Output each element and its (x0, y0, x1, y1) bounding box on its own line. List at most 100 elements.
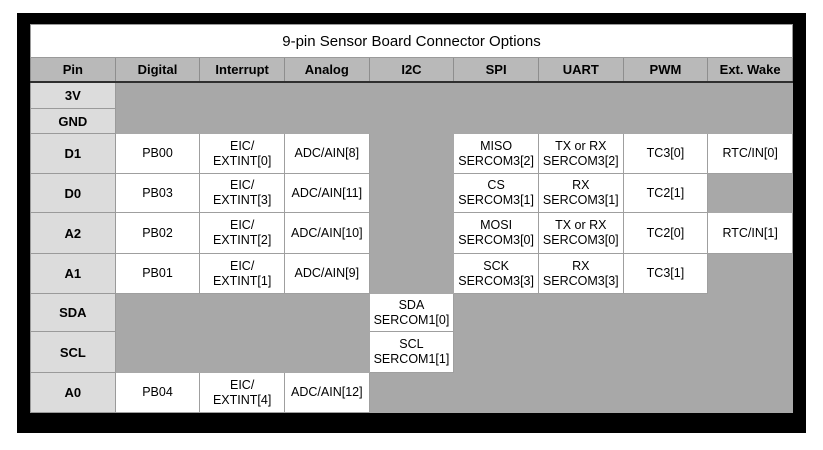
empty-cell-gnd-uart (537, 108, 624, 134)
pin-label-sda: SDA (30, 293, 116, 332)
cell-a1-analog: ADC/AIN[9] (283, 253, 370, 294)
column-header-analog: Analog (283, 57, 370, 83)
empty-cell-3v-spi (453, 81, 539, 109)
cell-d1-digital: PB00 (114, 133, 201, 174)
empty-cell-sda-pwm (622, 293, 709, 332)
empty-cell-scl-spi (453, 331, 539, 373)
table-row-scl: SCL SCL SERCOM1[1] (30, 331, 793, 373)
cell-a1-interrupt: EIC/ EXTINT[1] (199, 253, 285, 294)
empty-cell-scl-pwm (622, 331, 709, 373)
cell-scl-i2c: SCL SERCOM1[1] (368, 331, 455, 373)
pin-label-gnd: GND (30, 108, 116, 134)
table-head: 9-pin Sensor Board Connector Options Pin… (30, 24, 793, 83)
empty-cell-d1-i2c (368, 133, 455, 174)
empty-cell-a1-i2c (368, 253, 455, 294)
empty-cell-sda-interrupt (199, 293, 285, 332)
cell-d1-ext-wake: RTC/IN[0] (707, 133, 793, 174)
cell-a0-interrupt: EIC/ EXTINT[4] (199, 372, 285, 413)
pin-label-3v: 3V (30, 81, 116, 109)
table-row-d1: D1 PB00 EIC/ EXTINT[0] ADC/AIN[8] MISO SERCO… (30, 133, 793, 174)
column-header-ext-wake: Ext. Wake (707, 57, 793, 83)
table-row-a1: A1 PB01 EIC/ EXTINT[1] ADC/AIN[9] SCK SERCOM… (30, 253, 793, 294)
cell-a2-interrupt: EIC/ EXTINT[2] (199, 212, 285, 254)
table-row-a0: A0 PB04 EIC/ EXTINT[4] ADC/AIN[12] (30, 372, 793, 413)
column-header-interrupt: Interrupt (199, 57, 285, 83)
cell-a0-digital: PB04 (114, 372, 201, 413)
column-header-i2c: I2C (368, 57, 455, 83)
table-frame: 9-pin Sensor Board Connector Options Pin… (17, 13, 806, 433)
empty-cell-a1-ext-wake (707, 253, 793, 294)
title-row: 9-pin Sensor Board Connector Options (30, 24, 793, 58)
empty-cell-gnd-digital (114, 108, 201, 134)
column-header-digital: Digital (114, 57, 201, 83)
cell-d0-digital: PB03 (114, 173, 201, 213)
empty-cell-3v-digital (114, 81, 201, 109)
cell-a2-spi: MOSI SERCOM3[0] (453, 212, 539, 254)
cell-a1-pwm: TC3[1] (622, 253, 709, 294)
cell-d1-spi: MISO SERCOM3[2] (453, 133, 539, 174)
empty-cell-scl-ext-wake (707, 331, 793, 373)
empty-cell-a0-ext-wake (707, 372, 793, 413)
empty-cell-sda-spi (453, 293, 539, 332)
table-body: 3V GND D1 PB00 EIC/ EXTINT[0] ADC/AIN[8] MISO … (30, 81, 793, 413)
cell-d1-interrupt: EIC/ EXTINT[0] (199, 133, 285, 174)
empty-cell-gnd-spi (453, 108, 539, 134)
empty-cell-3v-i2c (368, 81, 455, 109)
table-row-a2: A2 PB02 EIC/ EXTINT[2] ADC/AIN[10] MOSI SERC… (30, 212, 793, 254)
empty-cell-3v-interrupt (199, 81, 285, 109)
empty-cell-gnd-analog (283, 108, 370, 134)
empty-cell-a0-spi (453, 372, 539, 413)
table-row-gnd: GND (30, 108, 793, 134)
pin-label-a2: A2 (30, 212, 116, 254)
empty-cell-gnd-i2c (368, 108, 455, 134)
column-header-pwm: PWM (622, 57, 709, 83)
cell-a2-digital: PB02 (114, 212, 201, 254)
empty-cell-3v-ext-wake (707, 81, 793, 109)
pin-label-d1: D1 (30, 133, 116, 174)
empty-cell-scl-digital (114, 331, 201, 373)
cell-d1-pwm: TC3[0] (622, 133, 709, 174)
cell-a2-ext-wake: RTC/IN[1] (707, 212, 793, 254)
cell-sda-i2c: SDA SERCOM1[0] (368, 293, 455, 332)
cell-d1-analog: ADC/AIN[8] (283, 133, 370, 174)
cell-a2-pwm: TC2[0] (622, 212, 709, 254)
cell-d0-interrupt: EIC/ EXTINT[3] (199, 173, 285, 213)
empty-cell-gnd-pwm (622, 108, 709, 134)
empty-cell-d0-i2c (368, 173, 455, 213)
connector-options-table: 9-pin Sensor Board Connector Options Pin… (30, 24, 793, 413)
empty-cell-a0-i2c (368, 372, 455, 413)
empty-cell-sda-analog (283, 293, 370, 332)
empty-cell-3v-uart (537, 81, 624, 109)
pin-label-scl: SCL (30, 331, 116, 373)
empty-cell-sda-uart (537, 293, 624, 332)
column-header-pin: Pin (30, 57, 116, 83)
empty-cell-gnd-interrupt (199, 108, 285, 134)
table-title: 9-pin Sensor Board Connector Options (30, 24, 793, 58)
empty-cell-gnd-ext-wake (707, 108, 793, 134)
table-row-sda: SDA SDA SERCOM1[0] (30, 293, 793, 332)
empty-cell-a0-pwm (622, 372, 709, 413)
empty-cell-scl-interrupt (199, 331, 285, 373)
cell-a2-analog: ADC/AIN[10] (283, 212, 370, 254)
cell-a1-digital: PB01 (114, 253, 201, 294)
cell-a2-uart: TX or RX SERCOM3[0] (537, 212, 624, 254)
cell-d1-uart: TX or RX SERCOM3[2] (537, 133, 624, 174)
empty-cell-sda-digital (114, 293, 201, 332)
cell-d0-pwm: TC2[1] (622, 173, 709, 213)
cell-a1-spi: SCK SERCOM3[3] (453, 253, 539, 294)
empty-cell-scl-analog (283, 331, 370, 373)
empty-cell-d0-ext-wake (707, 173, 793, 213)
table-row-3v: 3V (30, 81, 793, 109)
column-header-spi: SPI (453, 57, 539, 83)
header-row: Pin Digital Interrupt Analog I2C SPI UAR… (30, 57, 793, 83)
empty-cell-a0-uart (537, 372, 624, 413)
empty-cell-3v-analog (283, 81, 370, 109)
empty-cell-3v-pwm (622, 81, 709, 109)
cell-d0-uart: RX SERCOM3[1] (537, 173, 624, 213)
table-row-d0: D0 PB03 EIC/ EXTINT[3] ADC/AIN[11] CS SERCOM… (30, 173, 793, 213)
cell-a1-uart: RX SERCOM3[3] (537, 253, 624, 294)
column-header-uart: UART (537, 57, 624, 83)
pin-label-a1: A1 (30, 253, 116, 294)
empty-cell-scl-uart (537, 331, 624, 373)
